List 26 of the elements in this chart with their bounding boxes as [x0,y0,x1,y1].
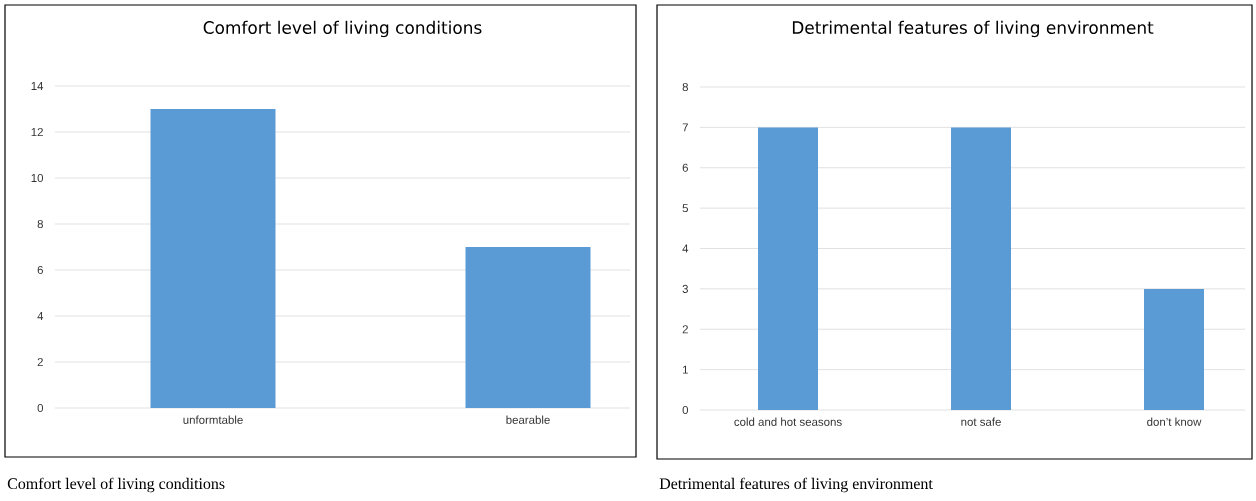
y-tick-label: 8 [682,82,688,92]
y-tick-label: 5 [682,204,689,213]
text: Detrimental features of living environment [659,477,933,493]
x-tick-label: don’t know [1147,417,1202,426]
y-tick-label: 6 [37,265,43,275]
chart-title: Comfort level of living conditions [203,20,482,38]
x-tick-label: not safe [961,417,1001,426]
y-tick-label: 10 [31,173,44,183]
y-tick-label: 1 [682,365,688,374]
y-tick-label: 12 [31,127,43,136]
y-tick-label: 2 [37,358,43,366]
chart-title: Detrimental features of living environment [792,20,1154,38]
y-tick-label: 3 [682,284,688,293]
y-tick-label: 4 [37,312,44,320]
y-tick-label: 2 [682,325,688,334]
y-tick-label: 0 [37,403,44,413]
text: Comfort level of living conditions [7,477,225,493]
y-tick-label: 7 [682,123,688,132]
x-tick-label: unformtable [183,415,243,424]
x-tick-label: cold and hot seasons [734,417,842,426]
y-tick-label: 6 [682,163,688,172]
y-tick-label: 4 [682,244,689,253]
y-tick-label: 0 [682,405,689,415]
x-tick-label: bearable [506,415,550,424]
y-tick-label: 8 [37,219,43,229]
y-tick-label: 14 [31,82,44,90]
